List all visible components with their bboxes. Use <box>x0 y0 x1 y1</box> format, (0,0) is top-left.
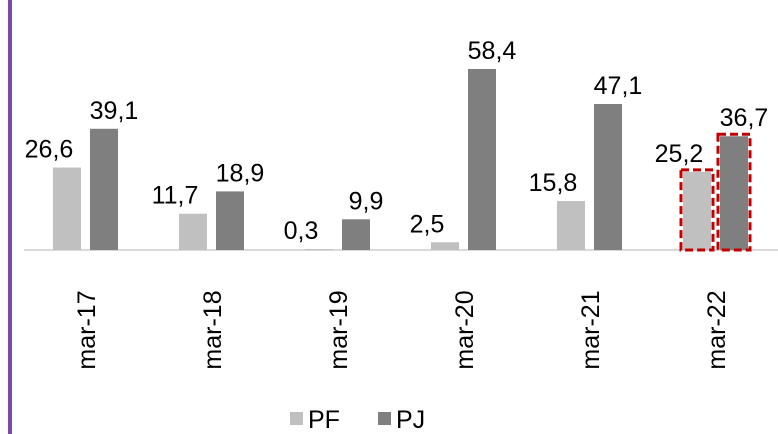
bar-pj-mar-17 <box>90 128 118 250</box>
left-accent-rule <box>8 0 12 434</box>
legend-label-pj: PJ <box>396 406 425 434</box>
legend-swatch-pf <box>290 412 303 425</box>
data-label-pj-mar-17: 39,1 <box>90 97 139 125</box>
data-label-pf-mar-18: 11,7 <box>152 182 199 210</box>
data-label-pj-mar-20: 58,4 <box>468 37 517 65</box>
bar-pj-mar-20 <box>468 68 496 251</box>
legend-swatch-pj <box>378 412 391 425</box>
data-label-pf-mar-21: 15,8 <box>529 169 578 197</box>
data-label-pf-mar-22: 25,2 <box>655 140 704 168</box>
bar-pf-mar-17 <box>53 167 81 250</box>
bar-pj-mar-22 <box>720 136 748 250</box>
bar-pf-mar-18 <box>179 213 207 250</box>
tick-label-mar-21: mar-21 <box>577 290 605 369</box>
bar-pf-mar-21 <box>557 201 585 250</box>
highlight-box-pf <box>679 168 715 252</box>
bar-pf-mar-22 <box>683 171 711 250</box>
bar-pj-mar-18 <box>216 191 244 250</box>
data-label-pj-mar-19: 9,9 <box>349 187 384 215</box>
data-label-pf-mar-17: 26,6 <box>25 136 74 164</box>
bar-pf-mar-20 <box>431 242 459 250</box>
bar-pj-mar-21 <box>594 103 622 251</box>
data-label-pj-mar-21: 47,1 <box>594 72 643 100</box>
highlight-box-pj <box>716 132 752 252</box>
data-label-pf-mar-20: 2,5 <box>410 210 445 238</box>
data-label-pj-mar-22: 36,7 <box>720 104 769 132</box>
bar-pj-mar-19 <box>342 219 370 250</box>
data-label-pj-mar-18: 18,9 <box>216 159 265 187</box>
tick-label-mar-20: mar-20 <box>451 290 479 369</box>
tick-label-mar-22: mar-22 <box>703 290 731 369</box>
tick-label-mar-17: mar-17 <box>73 290 101 369</box>
tick-label-mar-19: mar-19 <box>325 290 353 369</box>
bar-pf-mar-19 <box>305 249 333 250</box>
tick-label-mar-18: mar-18 <box>199 290 227 369</box>
legend-label-pf: PF <box>308 406 340 434</box>
data-label-pf-mar-19: 0,3 <box>284 217 319 245</box>
